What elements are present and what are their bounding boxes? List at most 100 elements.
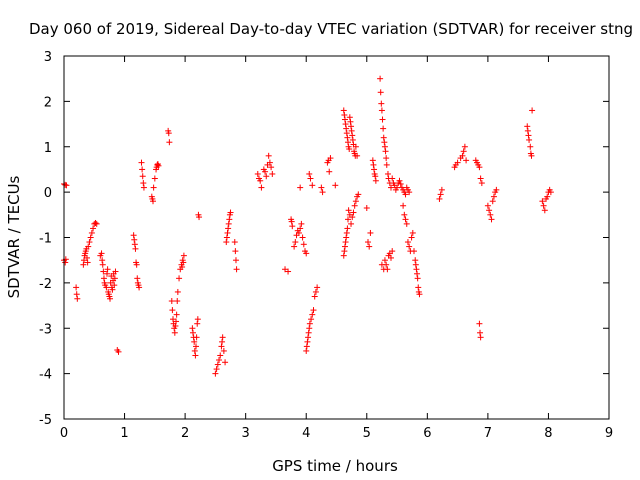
data-point	[381, 257, 388, 264]
y-tick-label: -5	[39, 413, 52, 428]
data-point	[225, 225, 232, 232]
data-point	[176, 275, 183, 282]
data-point	[219, 334, 226, 341]
data-point	[489, 198, 496, 205]
data-point	[404, 239, 411, 246]
data-point	[341, 116, 348, 123]
data-point	[84, 254, 91, 261]
data-point	[112, 268, 119, 275]
data-point	[98, 250, 105, 257]
x-tick-label: 9	[605, 426, 613, 441]
data-point	[352, 198, 359, 205]
data-point	[192, 352, 199, 359]
data-point	[173, 311, 180, 318]
data-point	[460, 148, 467, 155]
data-point	[310, 307, 317, 314]
data-point	[383, 161, 390, 168]
data-point	[372, 173, 379, 180]
data-point	[99, 261, 106, 268]
data-point	[344, 134, 351, 141]
data-point	[86, 239, 93, 246]
data-point	[384, 170, 391, 177]
data-point	[412, 261, 419, 268]
data-point	[383, 155, 390, 162]
data-point	[231, 239, 238, 246]
data-point	[139, 166, 146, 173]
data-point	[319, 189, 326, 196]
x-tick-label: 4	[302, 426, 310, 441]
data-point	[345, 139, 352, 146]
data-point	[131, 236, 138, 243]
data-point	[88, 229, 95, 236]
data-point	[342, 121, 349, 128]
data-point	[342, 239, 349, 246]
data-point	[170, 316, 176, 323]
data-point	[165, 130, 172, 137]
data-point	[351, 202, 358, 209]
data-point	[528, 152, 535, 159]
data-point	[367, 229, 374, 236]
data-point	[343, 130, 350, 137]
data-point	[166, 139, 173, 146]
data-point	[388, 184, 394, 191]
x-tick-label: 0	[60, 426, 68, 441]
data-point	[343, 234, 350, 241]
data-point	[346, 114, 353, 121]
data-point	[297, 184, 304, 191]
data-point	[487, 211, 494, 218]
data-point	[349, 136, 356, 143]
data-point	[174, 298, 181, 305]
data-point	[298, 220, 305, 227]
data-point	[309, 182, 316, 189]
data-point	[476, 164, 483, 171]
data-point	[312, 288, 319, 295]
data-point	[85, 243, 92, 250]
data-point	[225, 220, 232, 227]
data-point	[416, 291, 423, 298]
data-point	[345, 207, 352, 214]
x-tick-label: 7	[484, 426, 492, 441]
data-point	[484, 202, 491, 209]
data-point	[412, 257, 419, 264]
x-tick-label: 1	[120, 426, 128, 441]
data-point	[87, 234, 94, 241]
data-point	[477, 334, 484, 341]
data-point	[268, 164, 275, 171]
data-point	[349, 132, 356, 139]
data-point	[343, 229, 350, 236]
data-point	[174, 288, 181, 295]
data-point	[169, 307, 176, 314]
data-point	[223, 234, 230, 241]
data-point	[136, 284, 143, 291]
x-tick-label: 5	[363, 426, 371, 441]
data-point	[194, 316, 201, 323]
data-point	[150, 184, 157, 191]
data-point	[438, 186, 445, 193]
y-tick-label: 2	[44, 95, 52, 110]
data-point	[332, 182, 339, 189]
data-point	[381, 139, 388, 146]
data-point	[388, 254, 394, 261]
data-point	[138, 159, 145, 166]
data-point	[303, 347, 310, 354]
data-point	[309, 311, 316, 318]
data-point	[299, 234, 306, 241]
data-point	[151, 175, 158, 182]
data-point	[348, 220, 355, 227]
x-tick-label: 6	[423, 426, 431, 441]
data-point	[409, 229, 416, 236]
data-point	[297, 225, 304, 232]
data-point	[193, 343, 200, 350]
data-point	[350, 209, 357, 216]
data-point	[100, 275, 107, 282]
data-point	[402, 216, 409, 223]
x-tick-label: 2	[181, 426, 189, 441]
data-point	[168, 298, 175, 305]
data-point	[345, 216, 352, 223]
data-point	[73, 284, 80, 291]
data-point	[285, 268, 292, 275]
data-point	[380, 266, 387, 273]
data-point	[103, 270, 110, 277]
data-point	[305, 329, 312, 336]
data-point	[477, 175, 484, 182]
